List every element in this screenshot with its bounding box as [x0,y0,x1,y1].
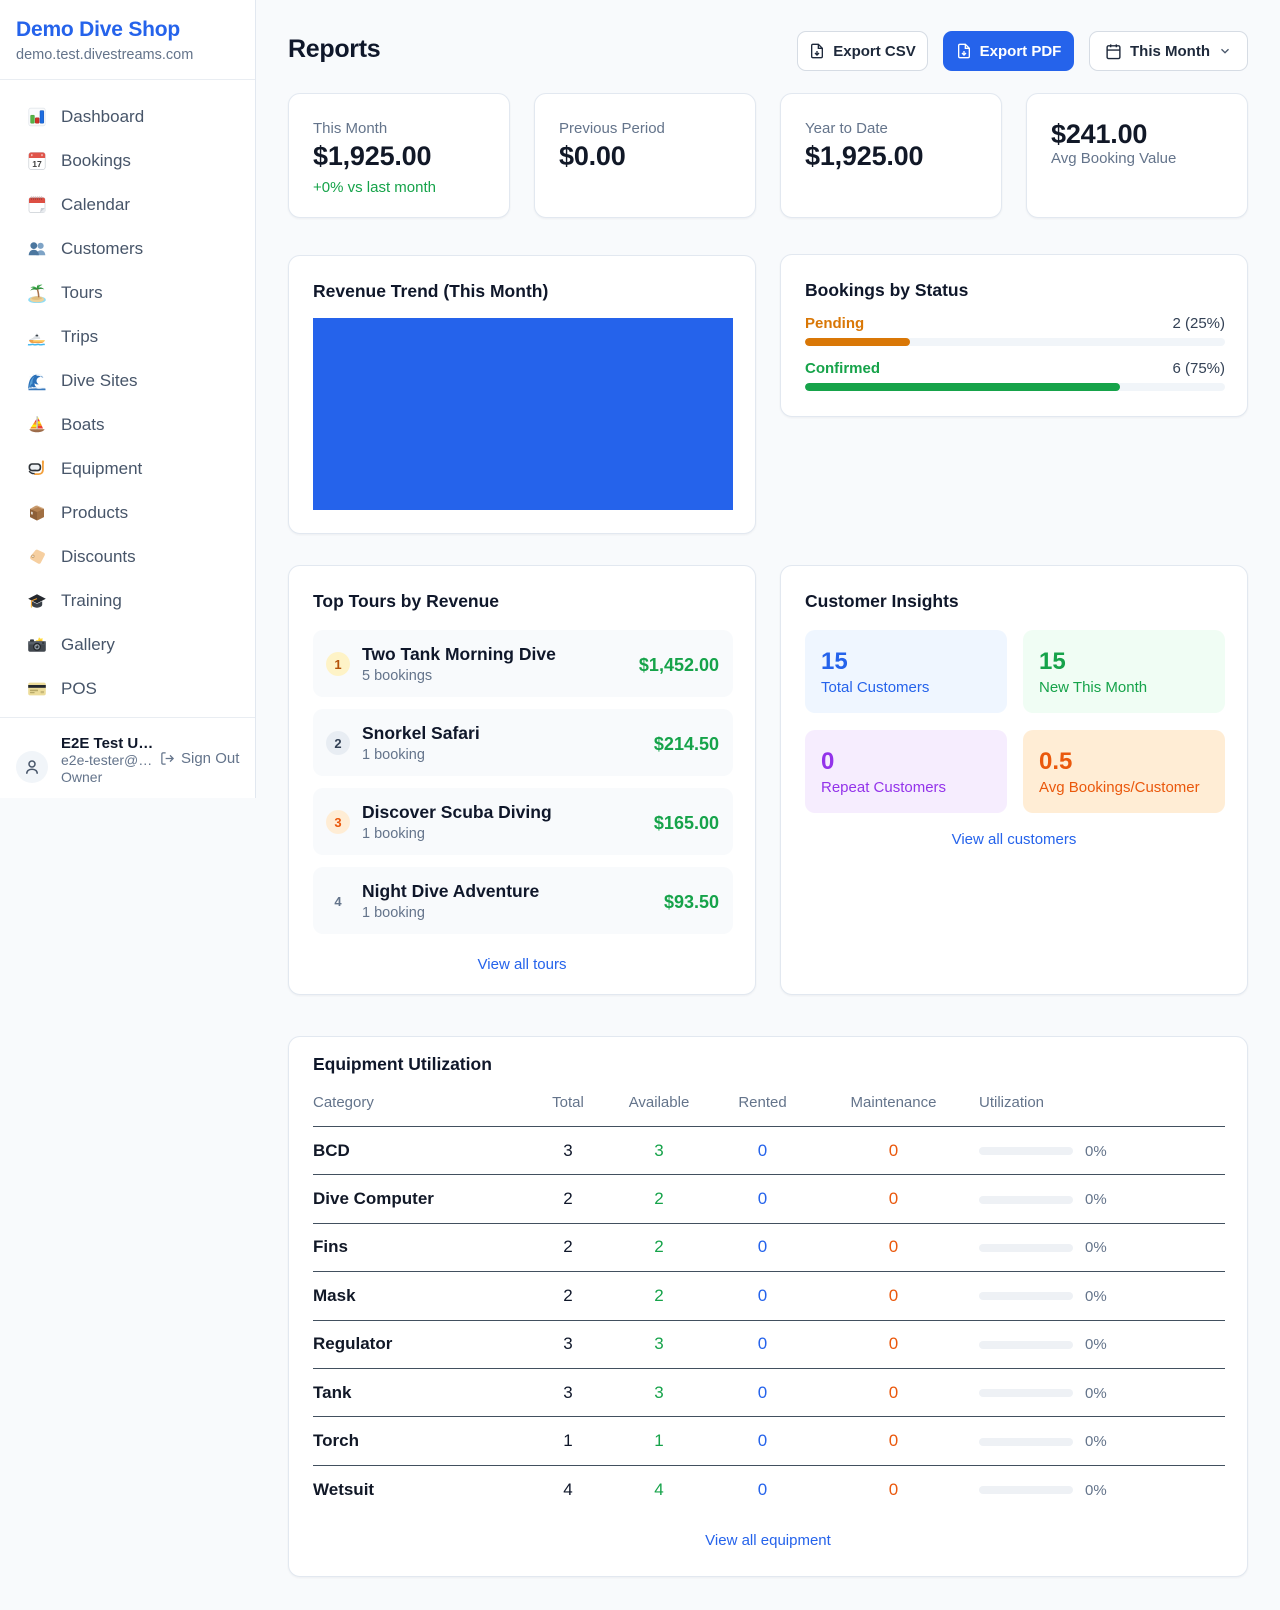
svg-text:17: 17 [32,159,42,169]
